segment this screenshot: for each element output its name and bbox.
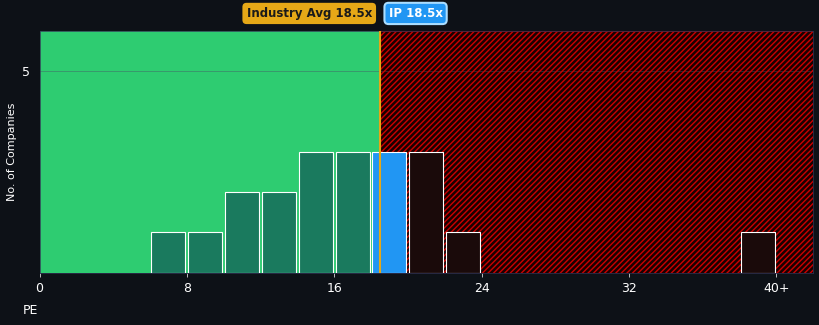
Bar [188, 232, 222, 273]
Bar [224, 192, 259, 273]
Bar [152, 232, 185, 273]
X-axis label: PE: PE [23, 304, 38, 317]
Bar [409, 152, 443, 273]
Bar [380, 31, 812, 273]
Bar [740, 232, 774, 273]
Text: IP 18.5x: IP 18.5x [388, 7, 442, 20]
Bar [380, 31, 812, 273]
Bar [298, 152, 333, 273]
Bar [39, 31, 380, 273]
Bar [446, 232, 480, 273]
Bar [372, 152, 406, 273]
Text: Industry Avg 18.5x: Industry Avg 18.5x [247, 7, 372, 20]
Bar [335, 152, 369, 273]
Bar [261, 192, 296, 273]
Y-axis label: No. of Companies: No. of Companies [7, 103, 17, 201]
